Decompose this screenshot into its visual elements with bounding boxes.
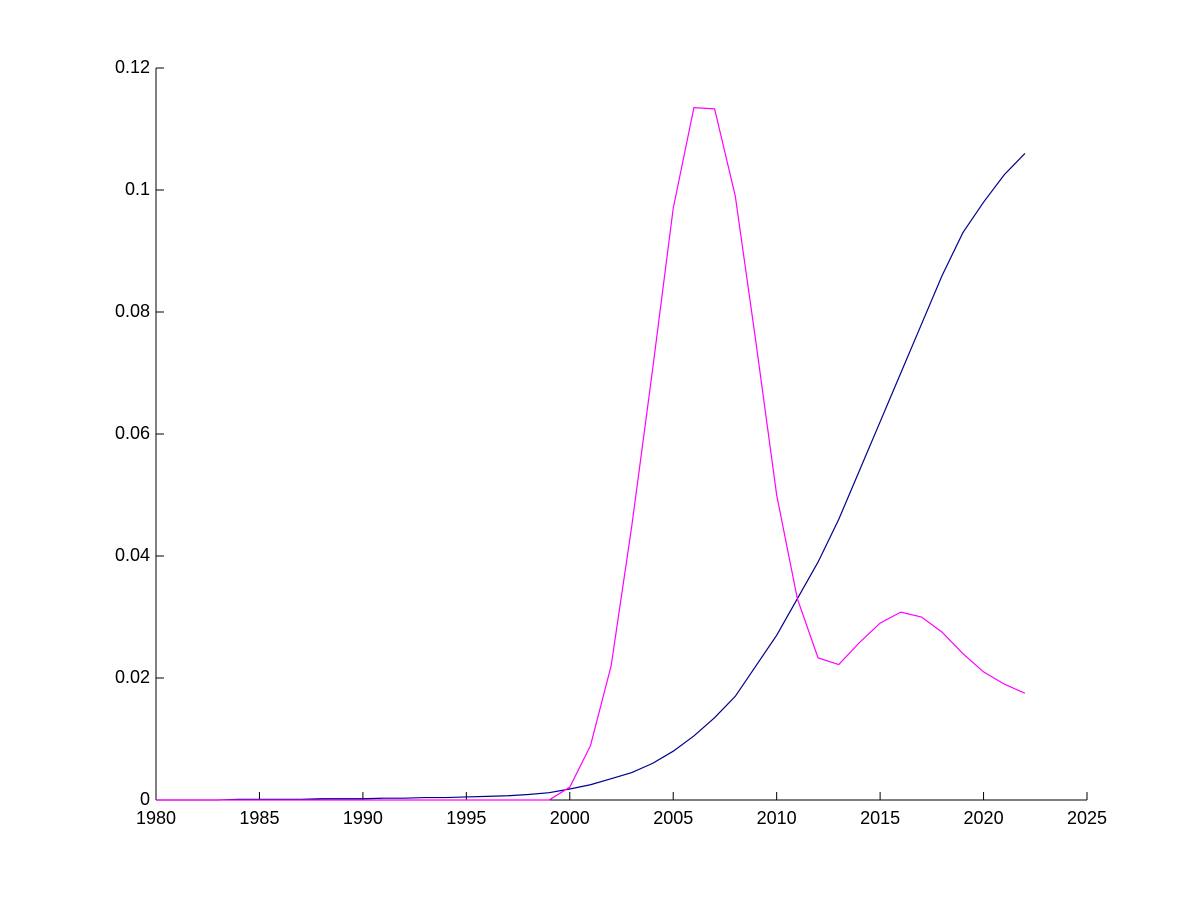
x-tick-label: 1980 bbox=[136, 808, 176, 828]
line-series bbox=[156, 107, 1026, 801]
line-series bbox=[156, 152, 1026, 801]
y-tick-label: 0.04 bbox=[115, 545, 150, 565]
x-tick-label: 2020 bbox=[964, 808, 1004, 828]
x-tick-label: 2005 bbox=[653, 808, 693, 828]
x-tick-label: 2000 bbox=[550, 808, 590, 828]
y-tick-label: 0.02 bbox=[115, 667, 150, 687]
x-tick-label: 1990 bbox=[343, 808, 383, 828]
y-tick-label: 0.06 bbox=[115, 423, 150, 443]
x-tick-label: 2025 bbox=[1067, 808, 1107, 828]
x-tick-label: 2015 bbox=[860, 808, 900, 828]
y-tick-label: 0.08 bbox=[115, 301, 150, 321]
y-tick-label: 0 bbox=[140, 789, 150, 809]
y-tick-label: 0.1 bbox=[125, 179, 150, 199]
x-tick-label: 1985 bbox=[239, 808, 279, 828]
y-tick-label: 0.12 bbox=[115, 57, 150, 77]
x-tick-label: 2010 bbox=[757, 808, 797, 828]
x-tick-label: 1995 bbox=[446, 808, 486, 828]
